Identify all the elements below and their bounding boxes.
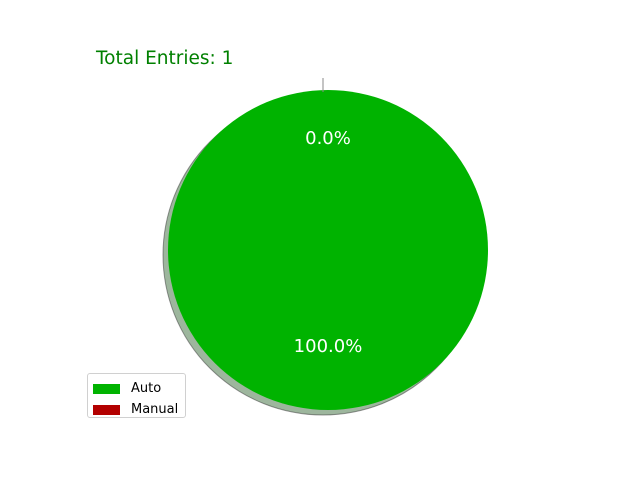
pie-group: 100.0% 0.0% [162, 78, 488, 416]
legend-swatch-manual [93, 404, 120, 415]
pie-slice-auto [168, 90, 488, 410]
pct-label-manual: 0.0% [305, 128, 351, 149]
legend-swatch-auto [93, 383, 120, 394]
pct-label-auto: 100.0% [294, 336, 363, 357]
legend-label-manual: Manual [131, 402, 179, 417]
legend-label-auto: Auto [131, 381, 162, 396]
legend-item-auto: Auto [93, 378, 185, 399]
legend-item-manual: Manual [93, 399, 185, 420]
chart-title: Total Entries: 1 [95, 48, 233, 69]
chart-legend: Auto Manual [87, 373, 186, 418]
